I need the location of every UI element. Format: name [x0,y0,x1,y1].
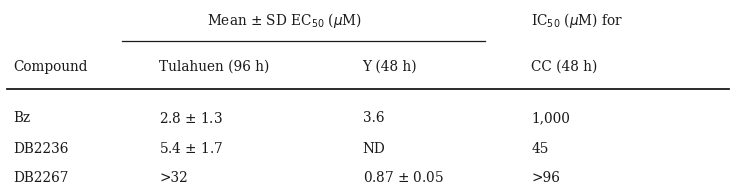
Text: 2.8 $\pm$ 1.3: 2.8 $\pm$ 1.3 [159,111,223,126]
Text: Compound: Compound [13,60,88,74]
Text: 45: 45 [531,142,548,156]
Text: CC (48 h): CC (48 h) [531,60,598,74]
Text: DB2236: DB2236 [13,142,69,156]
Text: 1,000: 1,000 [531,111,571,125]
Text: ND: ND [363,142,386,156]
Text: Mean $\pm$ SD EC$_{50}$ ($\mu$M): Mean $\pm$ SD EC$_{50}$ ($\mu$M) [207,11,363,30]
Text: 0.87 $\pm$ 0.05: 0.87 $\pm$ 0.05 [363,170,444,185]
Text: Bz: Bz [13,111,30,125]
Text: Y (48 h): Y (48 h) [363,60,417,74]
Text: 3.6: 3.6 [363,111,384,125]
Text: >32: >32 [159,171,188,185]
Text: 5.4 $\pm$ 1.7: 5.4 $\pm$ 1.7 [159,142,223,156]
Text: IC$_{50}$ ($\mu$M) for: IC$_{50}$ ($\mu$M) for [531,11,624,30]
Text: DB2267: DB2267 [13,171,69,185]
Text: >96: >96 [531,171,560,185]
Text: Tulahuen (96 h): Tulahuen (96 h) [159,60,269,74]
